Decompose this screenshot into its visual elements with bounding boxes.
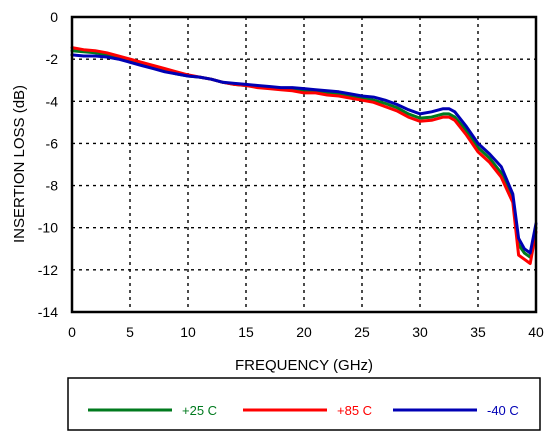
x-tick-label: 30 bbox=[412, 324, 428, 340]
series-lines bbox=[70, 46, 538, 265]
x-tick-label: 40 bbox=[528, 324, 544, 340]
series-line bbox=[70, 46, 538, 265]
x-tick-label: 35 bbox=[470, 324, 486, 340]
x-tick-labels: 0 5 10 15 20 25 30 35 40 bbox=[68, 324, 544, 340]
legend-label: -40 C bbox=[487, 403, 519, 418]
y-axis-title: INSERTION LOSS (dB) bbox=[11, 85, 28, 243]
legend-box bbox=[67, 377, 541, 431]
grid bbox=[72, 17, 536, 312]
plot-frame bbox=[70, 15, 538, 314]
x-tick-label: 5 bbox=[126, 324, 134, 340]
x-axis-title: FREQUENCY (GHz) bbox=[235, 357, 373, 374]
x-tick-label: 10 bbox=[180, 324, 196, 340]
x-tick-label: 20 bbox=[296, 324, 312, 340]
y-tick-labels: 0 -2 -4 -6 -8 -10 -12 -14 bbox=[38, 9, 58, 320]
x-tick-label: 0 bbox=[68, 324, 76, 340]
legend: +25 C +85 C -40 C bbox=[88, 403, 519, 418]
legend-label: +25 C bbox=[182, 403, 217, 418]
y-tick-label: -10 bbox=[38, 220, 58, 236]
y-tick-label: -14 bbox=[38, 304, 58, 320]
x-tick-label: 25 bbox=[354, 324, 370, 340]
y-tick-label: -6 bbox=[46, 135, 59, 151]
y-tick-label: -4 bbox=[46, 93, 59, 109]
y-tick-label: 0 bbox=[50, 9, 58, 25]
y-tick-label: -2 bbox=[46, 51, 59, 67]
series-line bbox=[70, 53, 538, 255]
legend-label: +85 C bbox=[337, 403, 372, 418]
y-tick-label: -12 bbox=[38, 262, 58, 278]
x-tick-label: 15 bbox=[238, 324, 254, 340]
y-tick-label: -8 bbox=[46, 178, 59, 194]
